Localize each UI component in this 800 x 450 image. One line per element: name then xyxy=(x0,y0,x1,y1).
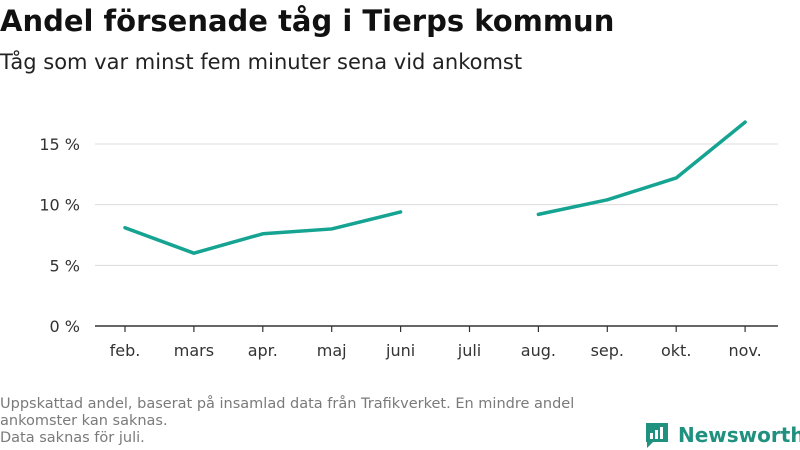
logo-text: Newsworthy xyxy=(678,423,800,447)
x-tick-label: maj xyxy=(317,341,347,360)
footnote-line-2: ankomster kan saknas. xyxy=(0,413,168,429)
chart-subtitle: Tåg som var minst fem minuter sena vid a… xyxy=(0,50,523,74)
x-tick-label: nov. xyxy=(728,341,761,360)
x-tick-label: aug. xyxy=(521,341,556,360)
footnote-line-1: Uppskattad andel, baserat på insamlad da… xyxy=(0,396,575,412)
newsworthy-logo: Newsworthy xyxy=(644,420,800,450)
x-tick-label: mars xyxy=(174,341,214,360)
line-chart: 0 % 5 % 10 % 15 % feb. mars apr. maj juni juli aug… xyxy=(39,120,778,360)
x-tick-label: apr. xyxy=(248,341,278,360)
series-line xyxy=(123,210,403,255)
chart-title: Andel försenade tåg i Tierps kommun xyxy=(0,4,615,38)
x-tick-label: juli xyxy=(457,341,481,360)
y-tick-label: 5 % xyxy=(50,256,80,275)
chart-footnote: Uppskattad andel, baserat på insamlad da… xyxy=(0,396,640,447)
bar-chart-speech-bubble-icon xyxy=(646,423,668,448)
x-tick-label: okt. xyxy=(661,341,691,360)
y-tick-label: 15 % xyxy=(39,135,80,154)
x-tick-label: feb. xyxy=(110,341,141,360)
x-tick-label: juni xyxy=(385,341,415,360)
x-tick-label: sep. xyxy=(591,341,624,360)
y-tick-label: 0 % xyxy=(50,317,80,336)
footnote-line-3: Data saknas för juli. xyxy=(0,430,145,446)
series-line xyxy=(536,120,747,217)
y-tick-label: 10 % xyxy=(39,196,80,215)
